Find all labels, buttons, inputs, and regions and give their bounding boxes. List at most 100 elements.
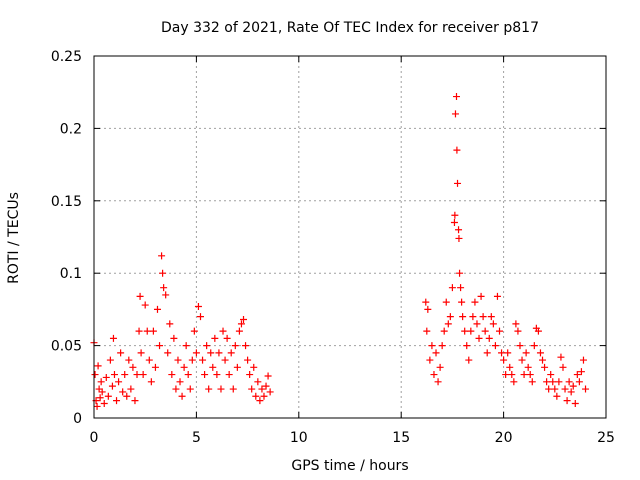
data-point <box>252 392 260 400</box>
data-point <box>96 394 104 402</box>
data-point <box>127 385 135 393</box>
x-tick-label: 0 <box>90 430 99 446</box>
data-point <box>131 397 139 405</box>
data-point <box>256 397 264 405</box>
data-point <box>229 385 237 393</box>
x-tick-label: 15 <box>392 430 410 446</box>
data-point <box>539 356 547 364</box>
data-point <box>553 392 561 400</box>
data-point <box>139 371 147 379</box>
x-axis-label: GPS time / hours <box>291 458 408 474</box>
data-point <box>440 327 448 335</box>
data-point <box>231 342 239 350</box>
x-tick-label: 5 <box>192 430 201 446</box>
data-point <box>104 392 112 400</box>
data-point <box>477 292 485 300</box>
data-point <box>526 371 534 379</box>
data-point <box>162 291 170 299</box>
data-point <box>184 371 192 379</box>
data-point <box>547 371 555 379</box>
data-point <box>510 378 518 386</box>
data-point <box>215 349 223 357</box>
data-point <box>555 378 563 386</box>
data-point <box>436 363 444 371</box>
data-point <box>442 298 450 306</box>
grid-lines <box>94 56 606 418</box>
data-point <box>115 378 123 386</box>
data-point <box>471 298 479 306</box>
data-point <box>448 284 456 292</box>
data-point <box>481 327 489 335</box>
data-point <box>221 356 229 364</box>
data-point <box>506 363 514 371</box>
x-tick-label: 10 <box>290 430 308 446</box>
data-point <box>213 371 221 379</box>
data-point <box>172 385 180 393</box>
data-point <box>145 356 153 364</box>
data-point <box>458 298 466 306</box>
data-point <box>110 371 118 379</box>
data-point <box>493 292 501 300</box>
data-point <box>479 313 487 321</box>
data-point <box>117 349 125 357</box>
data-point <box>459 313 467 321</box>
data-point <box>242 342 250 350</box>
data-point <box>123 392 131 400</box>
data-point <box>446 313 454 321</box>
data-points <box>90 93 590 410</box>
data-point <box>153 305 161 313</box>
data-point <box>156 342 164 350</box>
data-point <box>512 320 520 328</box>
x-tick-label: 20 <box>495 430 513 446</box>
data-point <box>528 378 536 386</box>
data-point <box>159 269 167 277</box>
data-point <box>545 385 553 393</box>
data-point <box>149 327 157 335</box>
data-point <box>143 327 151 335</box>
data-point <box>520 371 528 379</box>
data-point <box>93 402 101 410</box>
data-point <box>543 378 551 386</box>
data-point <box>119 388 127 396</box>
data-point <box>473 320 481 328</box>
data-point <box>164 349 172 357</box>
y-tick-label: 0.05 <box>51 339 82 355</box>
data-point <box>190 327 198 335</box>
data-point <box>534 327 542 335</box>
data-point <box>551 385 559 393</box>
x-tick-label: 25 <box>597 430 615 446</box>
data-point <box>569 382 577 390</box>
data-point <box>508 371 516 379</box>
y-tick-label: 0 <box>73 411 82 427</box>
data-point <box>457 284 465 292</box>
data-point <box>109 334 117 342</box>
y-tick-label: 0.25 <box>51 49 82 65</box>
data-point <box>188 356 196 364</box>
y-tick-label: 0.15 <box>51 194 82 210</box>
data-point <box>262 382 270 390</box>
data-point <box>151 363 159 371</box>
data-point <box>113 397 121 405</box>
data-point <box>496 327 504 335</box>
plot-frame <box>93 55 607 419</box>
data-point <box>559 363 567 371</box>
data-point <box>136 292 144 300</box>
data-point <box>516 342 524 350</box>
data-point <box>176 378 184 386</box>
data-point <box>502 371 510 379</box>
data-point <box>211 334 219 342</box>
data-point <box>166 320 174 328</box>
data-point <box>522 349 530 357</box>
data-point <box>518 356 526 364</box>
data-point <box>217 385 225 393</box>
data-point <box>147 378 155 386</box>
data-point <box>454 179 462 187</box>
data-point <box>455 234 463 242</box>
data-point <box>248 385 256 393</box>
data-point <box>434 378 442 386</box>
data-point <box>461 327 469 335</box>
data-point <box>108 382 116 390</box>
data-point <box>453 146 461 154</box>
data-point <box>451 211 459 219</box>
